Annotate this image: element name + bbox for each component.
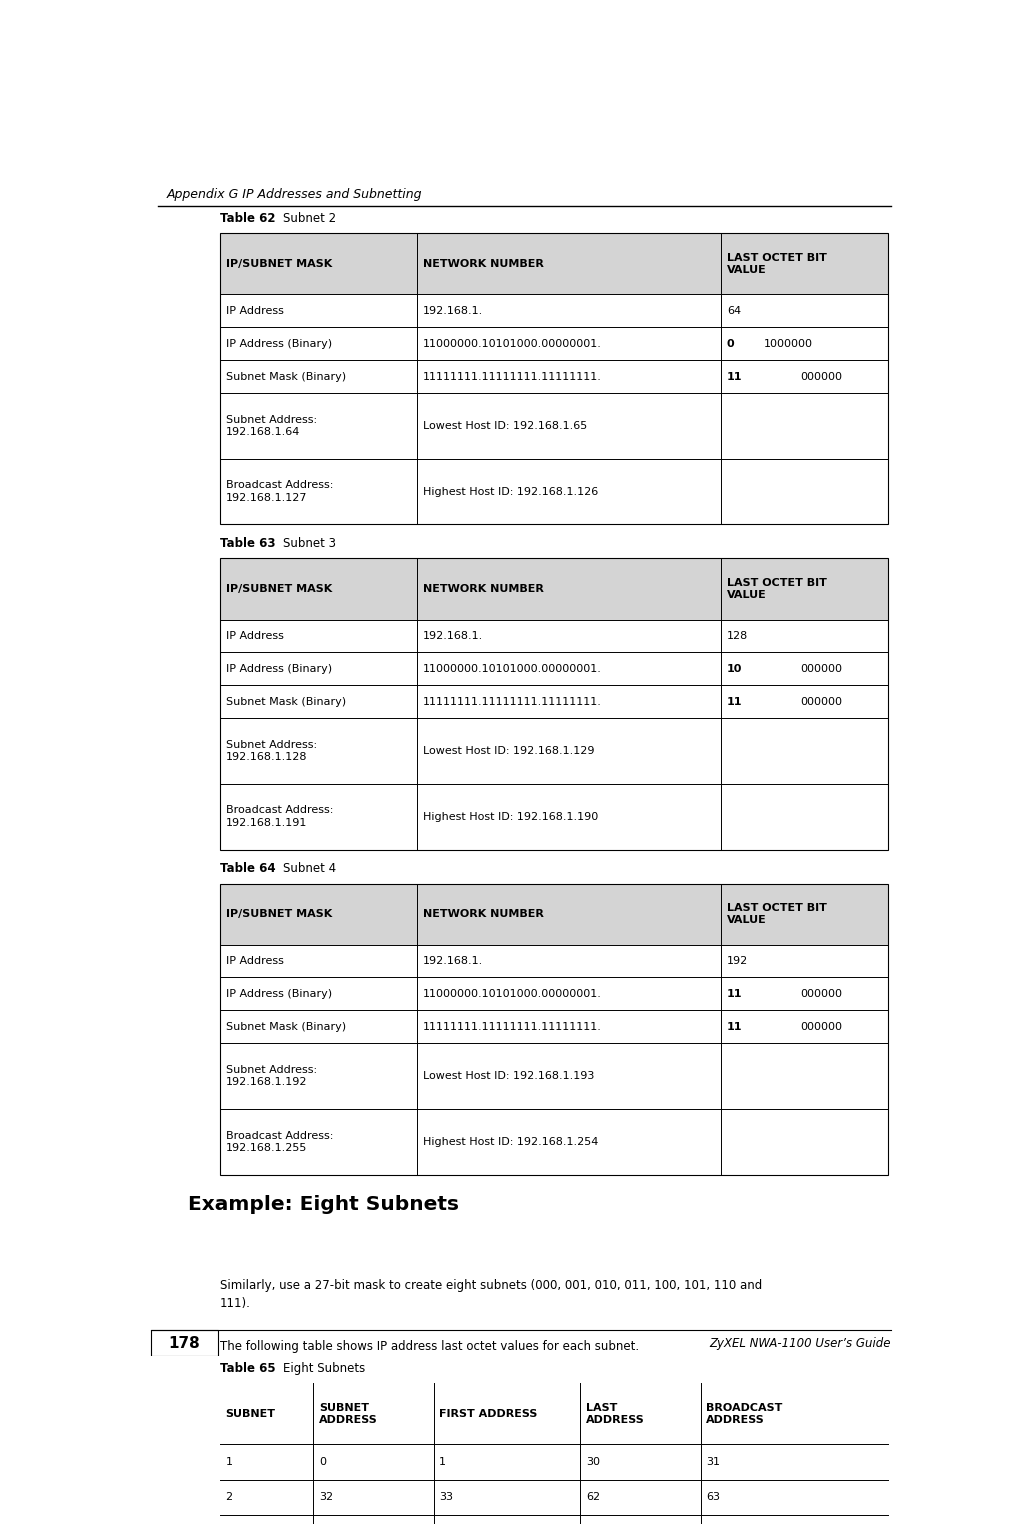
Text: 000000: 000000 xyxy=(800,664,842,674)
Bar xyxy=(150,1330,217,1356)
Text: ZyXEL NWA-1100 User’s Guide: ZyXEL NWA-1100 User’s Guide xyxy=(709,1337,891,1350)
Text: NETWORK NUMBER: NETWORK NUMBER xyxy=(424,908,544,919)
Text: Highest Host ID: 192.168.1.254: Highest Host ID: 192.168.1.254 xyxy=(424,1137,598,1146)
Text: 000000: 000000 xyxy=(800,989,842,998)
Text: 192.168.1.: 192.168.1. xyxy=(424,956,484,966)
Text: The following table shows IP address last octet values for each subnet.: The following table shows IP address las… xyxy=(219,1340,639,1353)
Text: Subnet Mask (Binary): Subnet Mask (Binary) xyxy=(227,372,346,381)
Text: 11000000.10101000.00000001.: 11000000.10101000.00000001. xyxy=(424,338,602,349)
Text: Subnet Address:
192.168.1.128: Subnet Address: 192.168.1.128 xyxy=(227,739,317,762)
Text: 192: 192 xyxy=(727,956,748,966)
Text: IP Address: IP Address xyxy=(227,306,284,315)
Text: 192.168.1.: 192.168.1. xyxy=(424,631,484,642)
Text: 1: 1 xyxy=(439,1457,446,1468)
Text: Table 65: Table 65 xyxy=(219,1362,275,1375)
Text: Appendix G IP Addresses and Subnetting: Appendix G IP Addresses and Subnetting xyxy=(167,187,422,201)
Text: Lowest Host ID: 192.168.1.129: Lowest Host ID: 192.168.1.129 xyxy=(424,745,594,756)
Text: 000000: 000000 xyxy=(800,696,842,707)
Text: Subnet Mask (Binary): Subnet Mask (Binary) xyxy=(227,1021,346,1032)
Text: 11111111.11111111.11111111.: 11111111.11111111.11111111. xyxy=(424,372,602,381)
Text: IP/SUBNET MASK: IP/SUBNET MASK xyxy=(227,259,332,268)
Text: Similarly, use a 27-bit mask to create eight subnets (000, 001, 010, 011, 100, 1: Similarly, use a 27-bit mask to create e… xyxy=(219,1279,762,1311)
Text: 11111111.11111111.11111111.: 11111111.11111111.11111111. xyxy=(424,1021,602,1032)
Text: LAST OCTET BIT
VALUE: LAST OCTET BIT VALUE xyxy=(727,578,827,600)
Bar xyxy=(219,884,888,945)
Text: 128: 128 xyxy=(727,631,748,642)
Text: Subnet 4: Subnet 4 xyxy=(282,863,336,875)
Text: Lowest Host ID: 192.168.1.193: Lowest Host ID: 192.168.1.193 xyxy=(424,1071,594,1081)
Text: IP Address (Binary): IP Address (Binary) xyxy=(227,664,332,674)
Text: Table 62: Table 62 xyxy=(219,212,275,226)
Text: 11: 11 xyxy=(727,989,743,998)
Text: IP Address (Binary): IP Address (Binary) xyxy=(227,338,332,349)
Text: Subnet Address:
192.168.1.192: Subnet Address: 192.168.1.192 xyxy=(227,1065,317,1087)
Bar xyxy=(219,558,888,849)
Text: IP Address (Binary): IP Address (Binary) xyxy=(227,989,332,998)
Text: NETWORK NUMBER: NETWORK NUMBER xyxy=(424,584,544,594)
Text: Highest Host ID: 192.168.1.190: Highest Host ID: 192.168.1.190 xyxy=(424,812,598,821)
Text: FIRST ADDRESS: FIRST ADDRESS xyxy=(439,1410,537,1419)
Text: LAST OCTET BIT
VALUE: LAST OCTET BIT VALUE xyxy=(727,904,827,925)
Text: 31: 31 xyxy=(706,1457,720,1468)
Bar xyxy=(219,558,888,620)
Text: Example: Eight Subnets: Example: Eight Subnets xyxy=(188,1195,459,1215)
Text: 11000000.10101000.00000001.: 11000000.10101000.00000001. xyxy=(424,989,602,998)
Text: Highest Host ID: 192.168.1.126: Highest Host ID: 192.168.1.126 xyxy=(424,486,598,497)
Text: 63: 63 xyxy=(706,1492,720,1503)
Text: Subnet Mask (Binary): Subnet Mask (Binary) xyxy=(227,696,346,707)
Text: 32: 32 xyxy=(319,1492,333,1503)
Text: IP Address: IP Address xyxy=(227,631,284,642)
Text: Table 63: Table 63 xyxy=(219,538,275,550)
Text: LAST
ADDRESS: LAST ADDRESS xyxy=(586,1404,645,1425)
Text: IP Address: IP Address xyxy=(227,956,284,966)
Text: 11: 11 xyxy=(727,372,743,381)
Bar xyxy=(219,233,888,294)
Text: 178: 178 xyxy=(169,1335,200,1350)
Text: 0: 0 xyxy=(727,338,735,349)
Text: Broadcast Address:
192.168.1.127: Broadcast Address: 192.168.1.127 xyxy=(227,480,333,503)
Text: IP/SUBNET MASK: IP/SUBNET MASK xyxy=(227,584,332,594)
Text: 11000000.10101000.00000001.: 11000000.10101000.00000001. xyxy=(424,664,602,674)
Text: 11111111.11111111.11111111.: 11111111.11111111.11111111. xyxy=(424,696,602,707)
Text: 64: 64 xyxy=(727,306,741,315)
Text: NETWORK NUMBER: NETWORK NUMBER xyxy=(424,259,544,268)
Text: 192.168.1.: 192.168.1. xyxy=(424,306,484,315)
Text: IP/SUBNET MASK: IP/SUBNET MASK xyxy=(227,908,332,919)
Text: Subnet Address:
192.168.1.64: Subnet Address: 192.168.1.64 xyxy=(227,415,317,437)
Text: 000000: 000000 xyxy=(800,1021,842,1032)
Bar xyxy=(219,1384,888,1445)
Text: BROADCAST
ADDRESS: BROADCAST ADDRESS xyxy=(706,1404,782,1425)
Text: Subnet 2: Subnet 2 xyxy=(282,212,336,226)
Bar xyxy=(219,233,888,524)
Text: 0: 0 xyxy=(319,1457,326,1468)
Text: 30: 30 xyxy=(586,1457,600,1468)
Text: 62: 62 xyxy=(586,1492,600,1503)
Text: Table 64: Table 64 xyxy=(219,863,275,875)
Text: 33: 33 xyxy=(439,1492,453,1503)
Text: 11: 11 xyxy=(727,696,743,707)
Text: Lowest Host ID: 192.168.1.65: Lowest Host ID: 192.168.1.65 xyxy=(424,421,587,431)
Text: 1000000: 1000000 xyxy=(764,338,813,349)
Text: SUBNET
ADDRESS: SUBNET ADDRESS xyxy=(319,1404,378,1425)
Text: 000000: 000000 xyxy=(800,372,842,381)
Text: 10: 10 xyxy=(727,664,743,674)
Text: SUBNET: SUBNET xyxy=(226,1410,275,1419)
Text: 11: 11 xyxy=(727,1021,743,1032)
Text: 2: 2 xyxy=(226,1492,233,1503)
Text: 1: 1 xyxy=(226,1457,233,1468)
Bar xyxy=(219,1384,888,1524)
Text: LAST OCTET BIT
VALUE: LAST OCTET BIT VALUE xyxy=(727,253,827,274)
Bar xyxy=(219,884,888,1175)
Text: Broadcast Address:
192.168.1.255: Broadcast Address: 192.168.1.255 xyxy=(227,1131,333,1154)
Text: Eight Subnets: Eight Subnets xyxy=(282,1362,365,1375)
Text: Subnet 3: Subnet 3 xyxy=(282,538,336,550)
Text: Broadcast Address:
192.168.1.191: Broadcast Address: 192.168.1.191 xyxy=(227,806,333,828)
